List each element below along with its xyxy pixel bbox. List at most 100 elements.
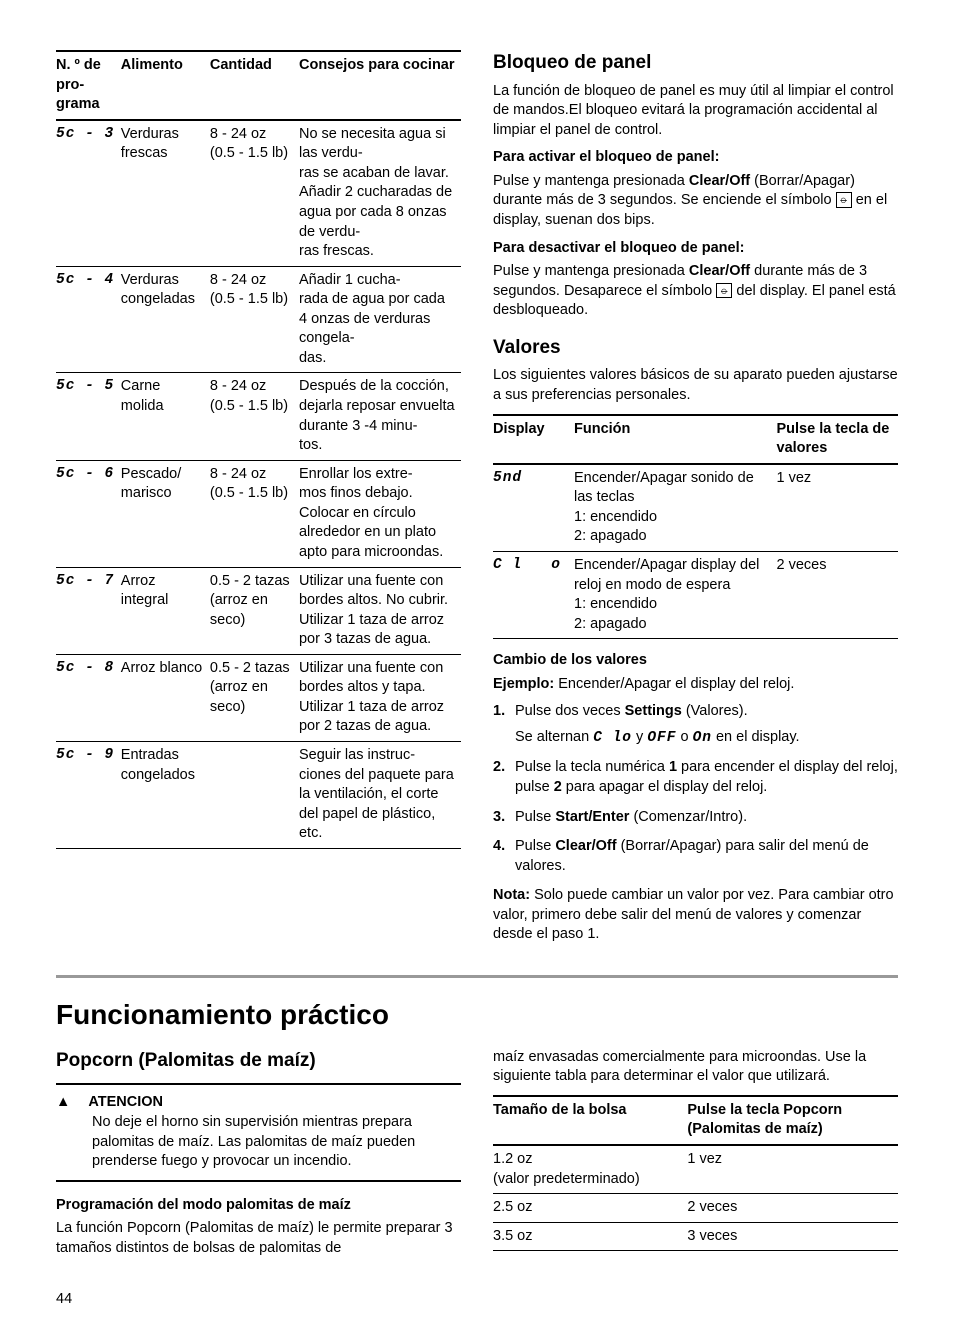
deactivate-head: Para desactivar el bloqueo de panel: bbox=[493, 239, 898, 259]
practico-title: Funcionamiento práctico bbox=[56, 996, 898, 1034]
programs-tbody: 5c - 3Verduras frescas8 - 24 oz (0.5 - 1… bbox=[56, 120, 461, 849]
program-qty: 8 - 24 oz (0.5 - 1.5 lb) bbox=[210, 120, 299, 266]
page-number: 44 bbox=[56, 1290, 898, 1310]
programs-column: N. º de pro- grama Alimento Cantidad Con… bbox=[56, 50, 461, 953]
press-count: 2 veces bbox=[687, 1194, 898, 1223]
press-count: 3 veces bbox=[687, 1222, 898, 1251]
key-name: 2 bbox=[554, 779, 562, 795]
program-qty: 0.5 - 2 tazas (arroz en seco) bbox=[210, 567, 299, 654]
panel-lock-title: Bloqueo de panel bbox=[493, 50, 898, 76]
program-display: 5c - 8 bbox=[56, 654, 121, 741]
step-1-sub: Se alternan C lo y OFF o On en el displa… bbox=[515, 728, 898, 749]
text: Pulse bbox=[515, 809, 555, 825]
program-food: Verduras congeladas bbox=[121, 266, 210, 373]
step-1: Pulse dos veces Settings (Valores). Se a… bbox=[493, 702, 898, 748]
nota-line: Nota: Solo puede cambiar un valor por ve… bbox=[493, 886, 898, 945]
button-name: Clear/Off bbox=[689, 263, 750, 279]
deactivate-body: Pulse y mantenga presionada Clear/Off du… bbox=[493, 262, 898, 321]
program-tip: Después de la cocción, dejarla reposar e… bbox=[299, 373, 461, 460]
popcorn-title: Popcorn (Palomitas de maíz) bbox=[56, 1048, 461, 1074]
table-row: 5c - 3Verduras frescas8 - 24 oz (0.5 - 1… bbox=[56, 120, 461, 266]
col-header: Consejos para cocinar bbox=[299, 51, 461, 120]
popcorn-right-text: maíz envasadas comercialmente para micro… bbox=[493, 1048, 898, 1087]
table-row: 5c - 6Pescado/ marisco8 - 24 oz (0.5 - 1… bbox=[56, 460, 461, 567]
text: Pulse y mantenga presionada bbox=[493, 263, 689, 279]
col-header: Display bbox=[493, 415, 574, 464]
table-row: 5c - 9Entradas congeladosSeguir las inst… bbox=[56, 742, 461, 849]
upper-columns: N. º de pro- grama Alimento Cantidad Con… bbox=[56, 50, 898, 953]
button-name: Settings bbox=[625, 703, 682, 719]
text: Pulse la tecla numérica bbox=[515, 759, 669, 775]
program-qty: 8 - 24 oz (0.5 - 1.5 lb) bbox=[210, 266, 299, 373]
text: en el display. bbox=[712, 729, 800, 745]
prog-text: La función Popcorn (Palomitas de maíz) l… bbox=[56, 1219, 461, 1258]
lower-columns: Popcorn (Palomitas de maíz) ▲ ATENCION N… bbox=[56, 1048, 898, 1267]
warning-icon: ▲ bbox=[56, 1093, 70, 1113]
table-row: C l oEncender/Apagar display del reloj e… bbox=[493, 551, 898, 638]
popcorn-right: maíz envasadas comercialmente para micro… bbox=[493, 1048, 898, 1267]
button-name: Clear/Off bbox=[555, 838, 616, 854]
valores-press: 1 vez bbox=[777, 464, 899, 552]
program-qty: 8 - 24 oz (0.5 - 1.5 lb) bbox=[210, 373, 299, 460]
prog-head: Programación del modo palomitas de maíz bbox=[56, 1196, 461, 1216]
right-column: Bloqueo de panel La función de bloqueo d… bbox=[493, 50, 898, 953]
display-code: OFF bbox=[647, 730, 676, 746]
press-count: 1 vez bbox=[687, 1145, 898, 1194]
program-food: Arroz integral bbox=[121, 567, 210, 654]
text: o bbox=[676, 729, 692, 745]
button-name: Clear/Off bbox=[689, 173, 750, 189]
program-food: Pescado/ marisco bbox=[121, 460, 210, 567]
program-tip: Añadir 1 cucha- rada de agua por cada 4 … bbox=[299, 266, 461, 373]
table-row: 5c - 8Arroz blanco0.5 - 2 tazas (arroz e… bbox=[56, 654, 461, 741]
bag-size: 3.5 oz bbox=[493, 1222, 687, 1251]
text: Pulse y mantenga presionada bbox=[493, 173, 689, 189]
display-code: On bbox=[693, 730, 712, 746]
valores-press: 2 veces bbox=[777, 551, 899, 638]
step-3: Pulse Start/Enter (Comenzar/Intro). bbox=[493, 808, 898, 828]
program-tip: Utilizar una fuente con bordes altos. No… bbox=[299, 567, 461, 654]
col-header: Cantidad bbox=[210, 51, 299, 120]
valores-func: Encender/Apagar display del reloj en mod… bbox=[574, 551, 777, 638]
lock-icon: ⦵ bbox=[836, 192, 852, 207]
atencion-body: No deje el horno sin supervisión mientra… bbox=[92, 1113, 461, 1172]
table-row: 5c - 5Carne molida8 - 24 oz (0.5 - 1.5 l… bbox=[56, 373, 461, 460]
col-header: Alimento bbox=[121, 51, 210, 120]
valores-func: Encender/Apagar sonido de las teclas 1: … bbox=[574, 464, 777, 552]
key-name: 1 bbox=[669, 759, 677, 775]
program-display: 5c - 5 bbox=[56, 373, 121, 460]
cambio-head: Cambio de los valores bbox=[493, 651, 898, 671]
program-display: 5c - 7 bbox=[56, 567, 121, 654]
ejemplo-label: Ejemplo: bbox=[493, 676, 554, 692]
program-qty bbox=[210, 742, 299, 849]
bag-size: 1.2 oz (valor predeterminado) bbox=[493, 1145, 687, 1194]
program-food: Arroz blanco bbox=[121, 654, 210, 741]
panel-lock-intro: La función de bloqueo de panel es muy út… bbox=[493, 82, 898, 141]
text: Se alternan bbox=[515, 729, 593, 745]
valores-title: Valores bbox=[493, 335, 898, 361]
manual-page: N. º de pro- grama Alimento Cantidad Con… bbox=[0, 0, 954, 1340]
atencion-label: ATENCION bbox=[88, 1093, 163, 1113]
table-row: 5c - 7Arroz integral0.5 - 2 tazas (arroz… bbox=[56, 567, 461, 654]
program-tip: Enrollar los extre- mos finos debajo. Co… bbox=[299, 460, 461, 567]
program-qty: 8 - 24 oz (0.5 - 1.5 lb) bbox=[210, 460, 299, 567]
program-display: 5c - 4 bbox=[56, 266, 121, 373]
col-header: Pulse la tecla de valores bbox=[777, 415, 899, 464]
program-food: Verduras frescas bbox=[121, 120, 210, 266]
step-4: Pulse Clear/Off (Borrar/Apagar) para sal… bbox=[493, 837, 898, 876]
col-header: Función bbox=[574, 415, 777, 464]
program-food: Entradas congelados bbox=[121, 742, 210, 849]
text: Encender/Apagar el display del reloj. bbox=[554, 676, 794, 692]
section-divider bbox=[56, 975, 898, 978]
valores-table: Display Función Pulse la tecla de valore… bbox=[493, 414, 898, 640]
display-code: C lo bbox=[593, 730, 632, 746]
nota-label: Nota: bbox=[493, 887, 530, 903]
program-tip: Utilizar una fuente con bordes altos y t… bbox=[299, 654, 461, 741]
table-row: 5ndEncender/Apagar sonido de las teclas … bbox=[493, 464, 898, 552]
popcorn-left: Popcorn (Palomitas de maíz) ▲ ATENCION N… bbox=[56, 1048, 461, 1267]
programs-table: N. º de pro- grama Alimento Cantidad Con… bbox=[56, 50, 461, 849]
col-header: Tamaño de la bolsa bbox=[493, 1096, 687, 1145]
step-2: Pulse la tecla numérica 1 para encender … bbox=[493, 758, 898, 797]
atencion-head: ▲ ATENCION bbox=[56, 1093, 461, 1113]
table-row: 1.2 oz (valor predeterminado)1 vez bbox=[493, 1145, 898, 1194]
ejemplo-line: Ejemplo: Encender/Apagar el display del … bbox=[493, 675, 898, 695]
